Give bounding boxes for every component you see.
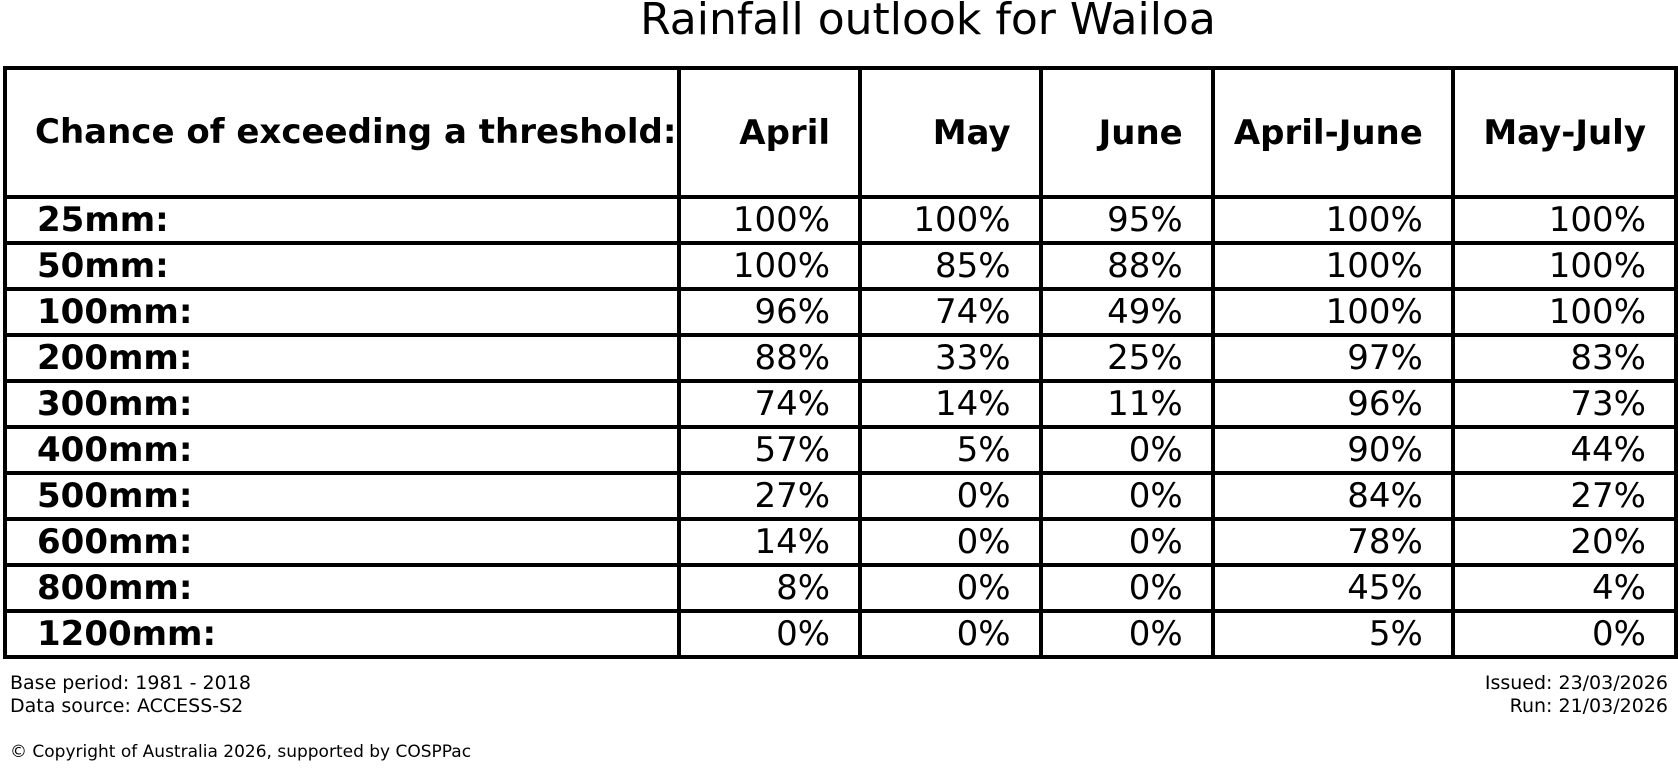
- table-cell: 8%: [677, 563, 863, 613]
- row-label: 300mm:: [2, 379, 682, 429]
- table-row: 400mm: 57% 5% 0% 90% 44%: [2, 425, 1678, 475]
- row-label: 100mm:: [2, 287, 682, 337]
- table-cell: 0%: [1038, 517, 1215, 567]
- table-cell: 100%: [1210, 287, 1455, 337]
- table-row: 600mm: 14% 0% 0% 78% 20%: [2, 517, 1678, 567]
- table-row: 500mm: 27% 0% 0% 84% 27%: [2, 471, 1678, 521]
- table-cell: 33%: [858, 333, 1043, 383]
- table-cell: 25%: [1038, 333, 1215, 383]
- table-cell: 100%: [1450, 241, 1678, 291]
- table-cell: 90%: [1210, 425, 1455, 475]
- table-cell: 4%: [1450, 563, 1678, 613]
- table-cell: 44%: [1450, 425, 1678, 475]
- table-cell: 100%: [1450, 287, 1678, 337]
- table-row: 100mm: 96% 74% 49% 100% 100%: [2, 287, 1678, 337]
- data-source-text: Data source: ACCESS-S2: [10, 695, 244, 717]
- issued-date-text: Issued: 23/03/2026: [1484, 672, 1668, 694]
- table-cell: 11%: [1038, 379, 1215, 429]
- column-header-april: April: [677, 66, 863, 199]
- table-cell: 20%: [1450, 517, 1678, 567]
- table-cell: 96%: [1210, 379, 1455, 429]
- footer-right: Issued: 23/03/2026 Run: 21/03/2026: [1485, 672, 1668, 718]
- table-cell: 88%: [1038, 241, 1215, 291]
- table-cell: 14%: [677, 517, 863, 567]
- table-row: 50mm: 100% 85% 88% 100% 100%: [2, 241, 1678, 291]
- row-label: 50mm:: [2, 241, 682, 291]
- run-date-text: Run: 21/03/2026: [1509, 695, 1668, 717]
- table-header-row: Chance of exceeding a threshold: April M…: [2, 66, 1678, 199]
- column-header-june: June: [1038, 66, 1215, 199]
- table-cell: 14%: [858, 379, 1043, 429]
- table-cell: 27%: [677, 471, 863, 521]
- row-label: 200mm:: [2, 333, 682, 383]
- column-header-may-july: May-July: [1450, 66, 1678, 199]
- table-cell: 100%: [677, 195, 863, 245]
- table-row: 200mm: 88% 33% 25% 97% 83%: [2, 333, 1678, 383]
- table-cell: 78%: [1210, 517, 1455, 567]
- table-cell: 0%: [1038, 563, 1215, 613]
- row-label: 600mm:: [2, 517, 682, 567]
- table-cell: 96%: [677, 287, 863, 337]
- table-cell: 0%: [858, 471, 1043, 521]
- table-cell: 45%: [1210, 563, 1455, 613]
- table-cell: 0%: [677, 609, 863, 659]
- table-cell: 83%: [1450, 333, 1678, 383]
- table-cell: 0%: [1038, 425, 1215, 475]
- column-header-may: May: [858, 66, 1043, 199]
- rainfall-outlook-table: Chance of exceeding a threshold: April M…: [2, 66, 1678, 659]
- table-cell: 0%: [858, 517, 1043, 567]
- row-label: 800mm:: [2, 563, 682, 613]
- table-cell: 84%: [1210, 471, 1455, 521]
- table-cell: 74%: [677, 379, 863, 429]
- table-cell: 0%: [858, 609, 1043, 659]
- table-row: 800mm: 8% 0% 0% 45% 4%: [2, 563, 1678, 613]
- table-cell: 97%: [1210, 333, 1455, 383]
- table-cell: 0%: [858, 563, 1043, 613]
- table-cell: 0%: [1038, 609, 1215, 659]
- row-label: 400mm:: [2, 425, 682, 475]
- table-cell: 88%: [677, 333, 863, 383]
- table-row: 300mm: 74% 14% 11% 96% 73%: [2, 379, 1678, 429]
- row-label: 500mm:: [2, 471, 682, 521]
- table-body: 25mm: 100% 100% 95% 100% 100% 50mm: 100% 85% 88% 1…: [2, 195, 1678, 659]
- table-row: 1200mm: 0% 0% 0% 5% 0%: [2, 609, 1678, 659]
- table-cell: 100%: [1210, 241, 1455, 291]
- table-cell: 57%: [677, 425, 863, 475]
- table-row: 25mm: 100% 100% 95% 100% 100%: [2, 195, 1678, 245]
- row-label: 1200mm:: [2, 609, 682, 659]
- table-cell: 100%: [1450, 195, 1678, 245]
- base-period-text: Base period: 1981 - 2018: [10, 672, 251, 694]
- table-cell: 0%: [1450, 609, 1678, 659]
- column-header-april-june: April-June: [1210, 66, 1455, 199]
- table-cell: 100%: [1210, 195, 1455, 245]
- table-cell: 85%: [858, 241, 1043, 291]
- table-cell: 5%: [1210, 609, 1455, 659]
- table-cell: 100%: [677, 241, 863, 291]
- table-cell: 0%: [1038, 471, 1215, 521]
- threshold-corner-header: Chance of exceeding a threshold:: [2, 66, 682, 199]
- row-label: 25mm:: [2, 195, 682, 245]
- table-cell: 100%: [858, 195, 1043, 245]
- footer-left: Base period: 1981 - 2018 Data source: AC…: [10, 672, 251, 718]
- table-cell: 49%: [1038, 287, 1215, 337]
- table-cell: 27%: [1450, 471, 1678, 521]
- table-cell: 73%: [1450, 379, 1678, 429]
- copyright-text: © Copyright of Australia 2026, supported…: [10, 742, 472, 762]
- page-title: Rainfall outlook for Wailoa: [640, 0, 1216, 45]
- table-cell: 74%: [858, 287, 1043, 337]
- table-cell: 5%: [858, 425, 1043, 475]
- table-cell: 95%: [1038, 195, 1215, 245]
